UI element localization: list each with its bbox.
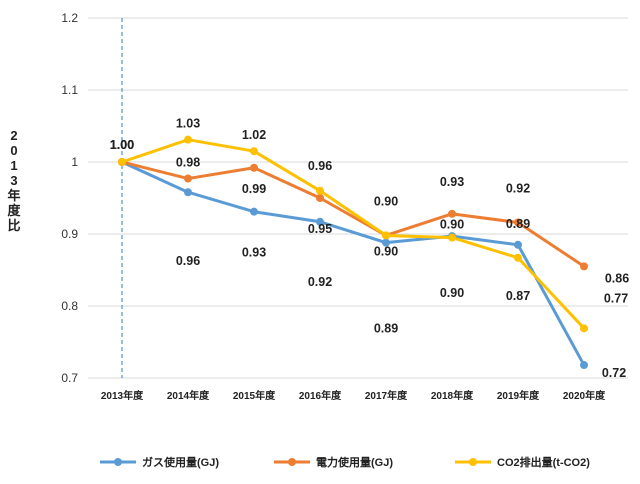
- data-label: 0.90: [374, 194, 398, 208]
- legend-swatch-marker: [114, 458, 122, 466]
- x-tick-label: 2016年度: [299, 389, 342, 402]
- x-axis-ticks: 2013年度 2014年度 2015年度 2016年度 2017年度 2018年度 2019…: [101, 389, 606, 402]
- data-point-1: [580, 262, 588, 271]
- x-tick-label: 2019年度: [497, 389, 540, 402]
- data-label: 0.90: [374, 244, 398, 258]
- data-label: 0.99: [242, 182, 266, 196]
- data-point-0: [514, 240, 522, 249]
- gridlines: [88, 17, 628, 379]
- y-tick-label: 1.2: [61, 11, 78, 25]
- y-tick-label: 0.8: [61, 299, 78, 313]
- x-tick-label: 2018年度: [431, 389, 474, 402]
- data-label: 1.00: [110, 138, 134, 152]
- x-tick-label: 2014年度: [167, 389, 210, 402]
- data-label: 0.93: [242, 246, 266, 260]
- data-point-2: [580, 324, 588, 333]
- legend-label: ガス使用量(GJ): [142, 455, 219, 469]
- data-point-2: [250, 147, 258, 156]
- legend: ガス使用量(GJ) 電力使用量(GJ) CO2排出量(t-CO2): [100, 455, 590, 469]
- x-tick-label: 2015年度: [233, 389, 276, 402]
- data-point-0: [184, 188, 192, 197]
- data-point-0: [250, 207, 258, 216]
- series-line-1: [120, 160, 586, 268]
- data-point-1: [514, 218, 522, 227]
- data-point-2: [316, 186, 324, 195]
- data-label: 0.96: [176, 254, 200, 268]
- data-label: 0.86: [605, 271, 629, 285]
- series-lines: [118, 135, 588, 370]
- data-label: 0.77: [604, 291, 628, 305]
- data-point-2: [448, 233, 456, 242]
- y-axis-label-char: 0: [10, 143, 17, 158]
- y-axis-label-char: 比: [7, 218, 20, 233]
- data-label: 0.90: [440, 218, 464, 232]
- y-axis-label-char: 3: [10, 173, 17, 188]
- data-point-1: [448, 209, 456, 218]
- y-tick-label: 0.9: [61, 227, 78, 241]
- data-point-1: [250, 163, 258, 172]
- x-tick-label: 2017年度: [365, 389, 408, 402]
- x-tick-label: 2020年度: [563, 389, 606, 402]
- series-line-2: [120, 138, 586, 330]
- y-tick-label: 0.7: [61, 371, 78, 385]
- legend-swatch-marker: [288, 458, 296, 466]
- data-point-2: [184, 135, 192, 144]
- y-axis-label-char: 年: [7, 188, 20, 203]
- y-axis-label-char: 度: [7, 203, 21, 218]
- data-label: 0.89: [374, 322, 398, 336]
- data-point-2: [514, 253, 522, 262]
- y-axis-ticks: 0.7 0.8 0.9 1 1.1 1.2: [61, 11, 78, 385]
- legend-label: 電力使用量(GJ): [316, 455, 393, 469]
- data-label: 0.89: [506, 217, 530, 231]
- data-label: 1.03: [176, 117, 200, 131]
- data-point-0: [316, 217, 324, 226]
- series-line-0: [120, 160, 586, 367]
- data-label: 0.98: [176, 156, 200, 170]
- data-label: 1.00: [110, 138, 134, 152]
- data-labels: 1.000.960.930.920.890.900.890.721.000.98…: [110, 117, 629, 380]
- data-label: 0.92: [506, 181, 530, 195]
- data-label: 0.95: [308, 222, 332, 236]
- data-label: 1.02: [242, 128, 266, 142]
- data-label: 1.00: [110, 138, 134, 152]
- data-label: 0.92: [308, 275, 332, 289]
- legend-label: CO2排出量(t-CO2): [497, 455, 590, 469]
- data-label: 0.72: [602, 366, 626, 380]
- data-point-2: [118, 158, 126, 166]
- data-point-0: [580, 361, 588, 370]
- legend-swatch-marker: [469, 458, 477, 466]
- x-tick-label: 2013年度: [101, 389, 144, 402]
- y-tick-label: 1: [71, 155, 78, 169]
- data-point-0: [382, 238, 390, 247]
- data-label: 0.87: [506, 289, 530, 303]
- data-point-2: [382, 231, 390, 240]
- data-label: 0.90: [440, 286, 464, 300]
- data-label: 0.96: [308, 159, 332, 173]
- y-axis-label-char: 1: [10, 158, 17, 173]
- y-axis-label-char: 2: [10, 128, 17, 143]
- data-label: 0.93: [440, 175, 464, 189]
- data-point-1: [184, 174, 192, 183]
- y-tick-label: 1.1: [61, 83, 78, 97]
- data-point-1: [316, 194, 324, 202]
